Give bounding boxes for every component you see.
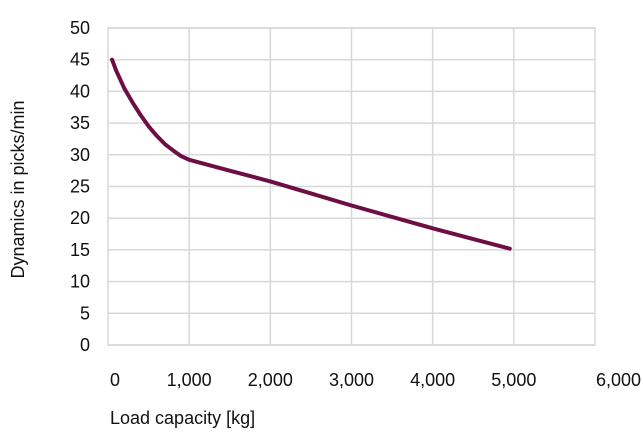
x-axis-title: Load capacity [kg]	[110, 408, 255, 428]
plot-frame	[107, 27, 596, 346]
x-tick-label: 5,000	[491, 370, 536, 390]
y-axis-title: Dynamics in picks/min	[8, 100, 28, 278]
x-tick-label: 0	[110, 370, 120, 390]
x-tick-label: 3,000	[329, 370, 374, 390]
y-tick-label: 20	[70, 208, 90, 228]
y-tick-label: 5	[80, 303, 90, 323]
x-tick-label: 6,000	[596, 370, 641, 390]
y-tick-label: 0	[80, 335, 90, 355]
y-tick-label: 40	[70, 81, 90, 101]
y-tick-label: 10	[70, 272, 90, 292]
series-line	[110, 57, 512, 251]
x-tick-label: 4,000	[410, 370, 455, 390]
grid	[107, 27, 596, 346]
y-tick-label: 45	[70, 50, 90, 70]
y-tick-label: 30	[70, 145, 90, 165]
y-tick-label: 15	[70, 240, 90, 260]
x-tick-label: 1,000	[167, 370, 212, 390]
y-tick-label: 50	[70, 18, 90, 38]
series-layer	[110, 57, 512, 251]
y-tick-label: 35	[70, 113, 90, 133]
y-tick-label: 25	[70, 177, 90, 197]
tick-labels: 0 5 10 15 20 25 30 35 40 45 50 0 1,000 2,000 3,000 4,00…	[70, 18, 641, 390]
x-tick-label: 2,000	[248, 370, 293, 390]
